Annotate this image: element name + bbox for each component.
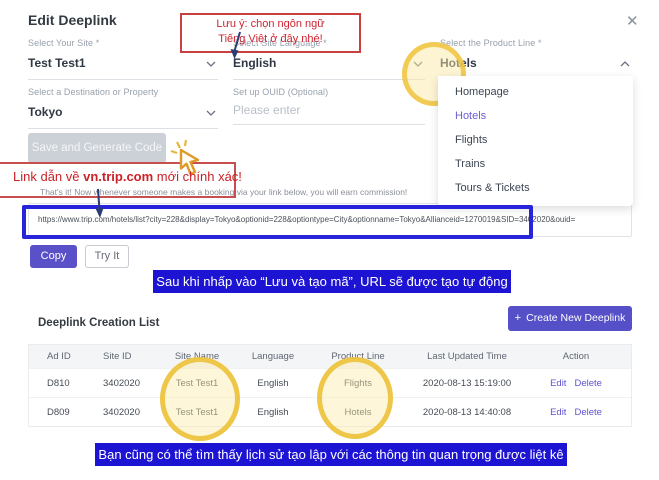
destination-select-label: Select a Destination or Property — [28, 87, 159, 97]
annotation-language-note-line1: Lưu ý: chọn ngôn ngữ — [216, 18, 325, 30]
ouid-input-placeholder: Please enter — [233, 103, 301, 117]
product-line-select-label: Select the Product Line * — [440, 38, 542, 48]
cell-last-updated: 2020-08-13 14:40:08 — [422, 406, 512, 418]
column-header-site-id: Site ID — [103, 351, 132, 362]
cell-site-id: 3402020 — [103, 377, 140, 389]
destination-select[interactable]: Select a Destination or Property Tokyo — [28, 87, 218, 129]
cell-language: English — [257, 406, 289, 418]
table-row: D810 3402020 Test Test1 English Flights … — [29, 368, 631, 397]
cell-site-id: 3402020 — [103, 406, 140, 418]
product-line-select-value: Hotels — [440, 56, 477, 70]
dropdown-option-flights[interactable]: Flights — [455, 134, 488, 146]
annotation-link-prefix: Link dẫn về — [13, 169, 84, 184]
cell-last-updated: 2020-08-13 15:19:00 — [422, 377, 512, 389]
commission-info-text: That's it! Now whenever someone makes a … — [40, 187, 408, 197]
chevron-down-icon — [206, 54, 216, 72]
cell-site-name: Test Test1 — [175, 377, 219, 389]
cell-ad-id: D810 — [47, 377, 70, 389]
plus-icon: + — [514, 312, 522, 324]
cell-ad-id: D809 — [47, 406, 70, 418]
edit-link[interactable]: Edit — [550, 377, 567, 389]
annotation-link-domain: vn.trip.com — [83, 169, 154, 184]
cell-site-name: Test Test1 — [175, 406, 219, 418]
destination-select-value: Tokyo — [28, 105, 63, 119]
column-header-site-name: Site Name — [174, 351, 220, 362]
page-title: Edit Deeplink — [28, 12, 117, 28]
annotation-banner-url: Sau khi nhấp vào “Lưu và tạo mã”, URL sẽ… — [153, 270, 511, 293]
site-select[interactable]: Select Your Site * Test Test1 — [28, 38, 218, 80]
cell-product-line: Hotels — [344, 406, 372, 418]
cell-product-line: Flights — [344, 377, 372, 389]
close-icon[interactable]: ✕ — [626, 13, 639, 30]
create-new-deeplink-label: Create New Deeplink — [526, 312, 626, 324]
dropdown-option-homepage[interactable]: Homepage — [455, 86, 509, 98]
column-header-last-updated: Last Updated Time — [427, 351, 507, 362]
chevron-up-icon — [620, 54, 630, 72]
column-header-ad-id: Ad ID — [47, 351, 71, 362]
product-line-select[interactable]: Select the Product Line * Hotels — [440, 38, 632, 80]
product-line-dropdown: Homepage Hotels Flights Trains Tours & T… — [438, 76, 633, 206]
ouid-input[interactable]: Set up OUID (Optional) Please enter — [233, 87, 425, 125]
cell-language: English — [257, 377, 289, 389]
delete-link[interactable]: Delete — [574, 377, 602, 389]
dropdown-option-trains[interactable]: Trains — [455, 158, 486, 170]
language-select-value: English — [233, 56, 277, 70]
cell-actions: Edit Delete — [521, 407, 631, 418]
annotation-banner-history: Bạn cũng có thể tìm thấy lịch sử tạo lập… — [95, 443, 567, 466]
delete-link[interactable]: Delete — [574, 406, 602, 418]
dropdown-option-tours-tickets[interactable]: Tours & Tickets — [455, 182, 530, 194]
annotation-link-suffix: mới chính xác! — [153, 169, 242, 184]
dropdown-option-hotels[interactable]: Hotels — [455, 110, 487, 122]
save-and-generate-code-button[interactable]: Save and Generate Code — [28, 133, 166, 163]
table-header-row: Ad ID Site ID Site Name Language Product… — [29, 345, 631, 368]
cell-actions: Edit Delete — [521, 378, 631, 389]
annotation-link-note: Link dẫn về vn.trip.com mới chính xác! — [13, 169, 242, 184]
site-select-label: Select Your Site * — [28, 38, 100, 48]
chevron-down-icon — [413, 54, 423, 72]
site-select-value: Test Test1 — [28, 56, 86, 70]
language-select[interactable]: Select Site Language * English — [233, 38, 425, 80]
try-it-button[interactable]: Try It — [85, 245, 129, 268]
deeplink-creation-list-title: Deeplink Creation List — [38, 317, 160, 329]
column-header-product-line: Product Line — [331, 351, 385, 362]
copy-button[interactable]: Copy — [30, 245, 77, 268]
chevron-down-icon — [206, 103, 216, 121]
column-header-action: Action — [562, 351, 590, 362]
ouid-input-label: Set up OUID (Optional) — [233, 87, 329, 97]
create-new-deeplink-button[interactable]: + Create New Deeplink — [508, 306, 632, 331]
deeplink-table: Ad ID Site ID Site Name Language Product… — [28, 344, 632, 427]
table-row: D809 3402020 Test Test1 English Hotels 2… — [29, 397, 631, 426]
edit-link[interactable]: Edit — [550, 406, 567, 418]
generated-url-field[interactable]: https://www.trip.com/hotels/list?city=22… — [28, 203, 632, 237]
generated-url-text: https://www.trip.com/hotels/list?city=22… — [38, 215, 576, 224]
language-select-label: Select Site Language * — [233, 38, 327, 48]
column-header-language: Language — [251, 351, 295, 362]
